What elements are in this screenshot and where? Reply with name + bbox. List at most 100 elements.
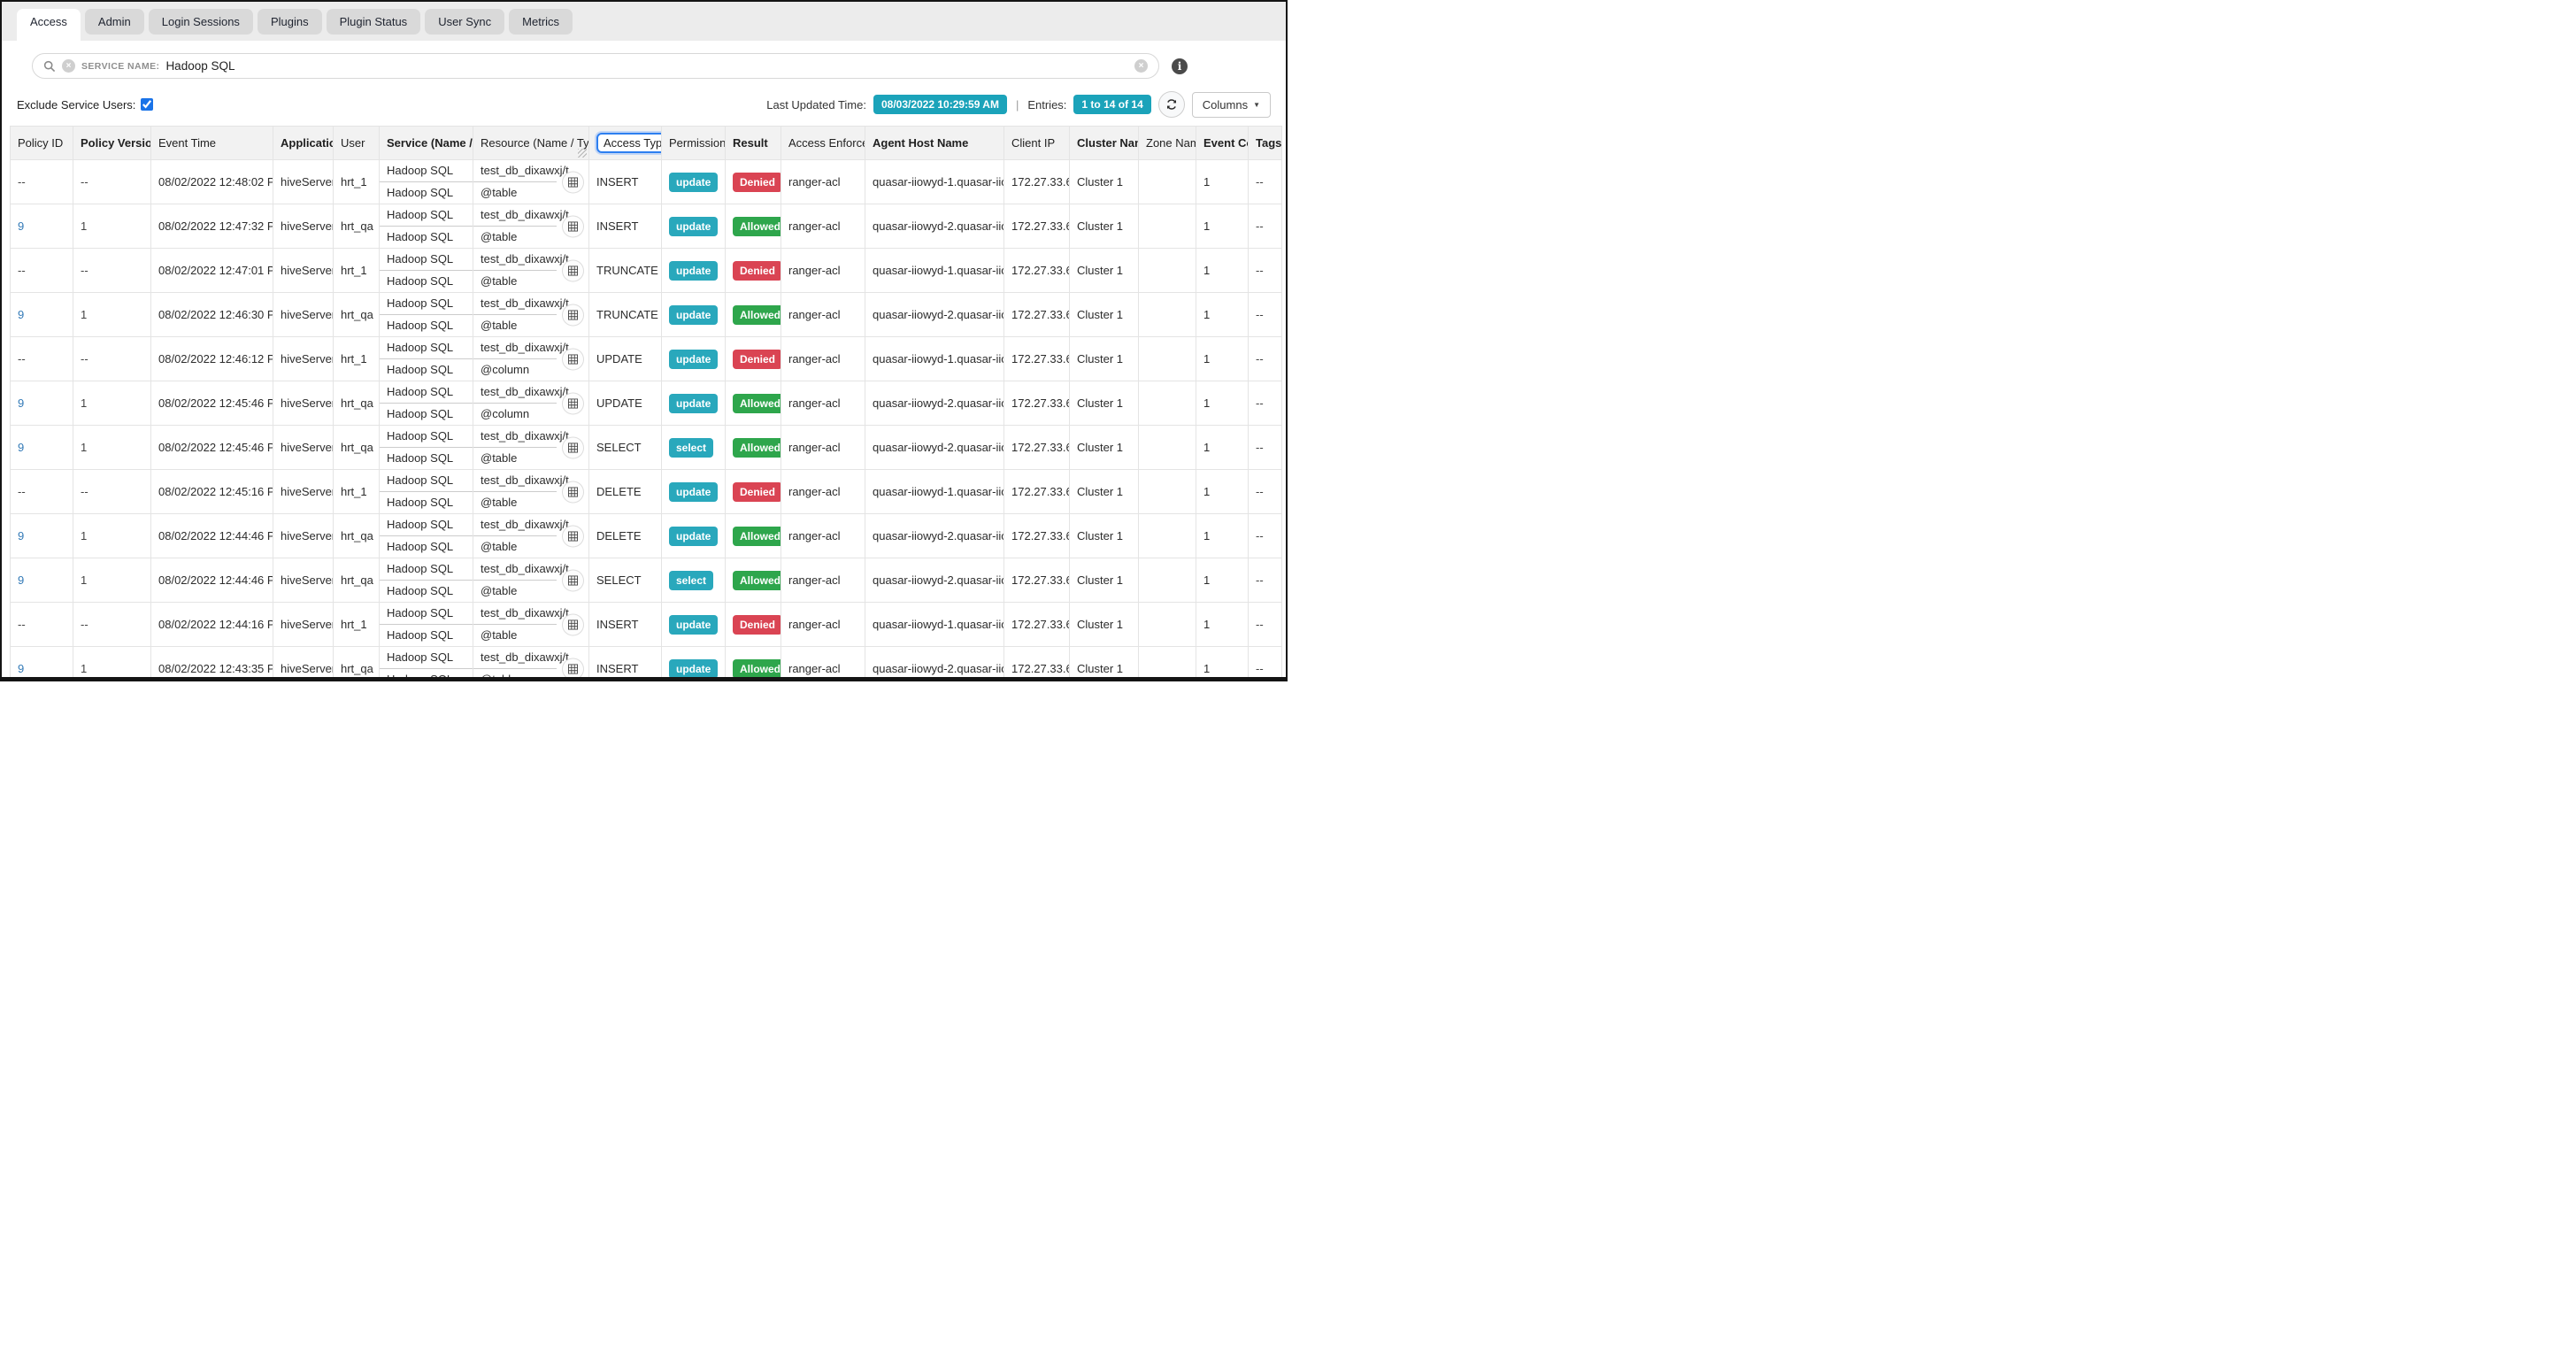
tab-plugins[interactable]: Plugins: [257, 9, 322, 35]
table-grid-icon: [568, 487, 578, 496]
policy-id-value[interactable]: 9: [18, 396, 25, 410]
agent-host-value: quasar-iiowyd-1.quasar-iiowyd.r...: [873, 352, 1003, 366]
user-value: hrt_1: [341, 352, 367, 366]
access-type-sort-button[interactable]: Access Type ▼: [596, 133, 661, 153]
access-enforcer-value: ranger-acl: [788, 175, 841, 189]
tags-value: --: [1256, 308, 1264, 321]
service-type: Hadoop SQL: [387, 540, 454, 553]
policy-version-value: 1: [81, 441, 88, 454]
policy-id-value[interactable]: 9: [18, 529, 25, 542]
event-count-value: 1: [1203, 662, 1211, 675]
search-clear-icon[interactable]: ×: [1134, 59, 1148, 73]
app-window: Access Admin Login Sessions Plugins Plug…: [0, 0, 1288, 681]
policy-version-value: 1: [81, 396, 88, 410]
table-grid-icon: [568, 442, 578, 452]
permission-badge: update: [669, 172, 719, 192]
col-event-count: Event Count: [1196, 126, 1249, 160]
event-time-value: 08/02/2022 12:45:46 PM: [158, 396, 273, 410]
application-value: hiveServer2: [281, 219, 333, 233]
resource-details-button[interactable]: [562, 392, 584, 414]
user-value: hrt_qa: [341, 441, 373, 454]
access-enforcer-value: ranger-acl: [788, 396, 841, 410]
event-count-value: 1: [1203, 308, 1211, 321]
service-name: Hadoop SQL: [380, 161, 473, 182]
agent-host-value: quasar-iiowyd-2.quasar-iiowyd.r...: [873, 219, 1003, 233]
result-badge: Allowed: [733, 570, 780, 590]
search-input[interactable]: × SERVICE NAME: Hadoop SQL ×: [32, 53, 1159, 79]
policy-id-value: --: [18, 264, 26, 277]
event-count-value: 1: [1203, 219, 1211, 233]
policy-id-value[interactable]: 9: [18, 573, 25, 587]
user-value: hrt_1: [341, 618, 367, 631]
agent-host-value: quasar-iiowyd-2.quasar-iiowyd.r...: [873, 662, 1003, 675]
refresh-button[interactable]: [1157, 91, 1185, 118]
resource-details-button[interactable]: [562, 259, 584, 281]
table-row: -- -- 08/02/2022 12:47:01 PM hiveServer2…: [10, 248, 1282, 293]
policy-id-value: --: [18, 485, 26, 498]
agent-host-value: quasar-iiowyd-2.quasar-iiowyd.r...: [873, 396, 1003, 410]
access-type-value: INSERT: [596, 175, 639, 189]
exclude-service-users-checkbox[interactable]: [141, 98, 154, 111]
event-count-value: 1: [1203, 264, 1211, 277]
user-value: hrt_qa: [341, 662, 373, 675]
user-value: hrt_qa: [341, 308, 373, 321]
application-value: hiveServer2: [281, 352, 333, 366]
agent-host-value: quasar-iiowyd-2.quasar-iiowyd.r...: [873, 529, 1003, 542]
service-name: Hadoop SQL: [380, 250, 473, 271]
policy-id-value: --: [18, 352, 26, 366]
columns-button[interactable]: Columns ▼: [1191, 91, 1271, 118]
resource-details-button[interactable]: [562, 613, 584, 635]
client-ip-value: 172.27.33.69: [1011, 529, 1069, 542]
permission-badge: update: [669, 393, 719, 413]
tab-plugin-status[interactable]: Plugin Status: [326, 9, 421, 35]
resource-details-button[interactable]: [562, 569, 584, 591]
policy-id-value[interactable]: 9: [18, 662, 25, 675]
cluster-name-value: Cluster 1: [1077, 485, 1124, 498]
controls-bar: Exclude Service Users: Last Updated Time…: [2, 82, 1286, 126]
client-ip-value: 172.27.33.69: [1011, 441, 1069, 454]
tab-admin[interactable]: Admin: [84, 9, 144, 35]
permission-badge: update: [669, 304, 719, 325]
table-grid-icon: [568, 354, 578, 364]
resource-details-button[interactable]: [562, 348, 584, 370]
table-grid-icon: [568, 664, 578, 673]
resource-details-button[interactable]: [562, 171, 584, 193]
table-row: 9 1 08/02/2022 12:43:35 PM hiveServer2 h…: [10, 646, 1282, 677]
application-value: hiveServer2: [281, 264, 333, 277]
resource-details-button[interactable]: [562, 304, 584, 326]
refresh-icon: [1166, 99, 1176, 110]
resource-details-button[interactable]: [562, 525, 584, 547]
tab-metrics[interactable]: Metrics: [509, 9, 573, 35]
user-value: hrt_qa: [341, 396, 373, 410]
result-badge: Allowed: [733, 393, 780, 413]
tags-value: --: [1256, 618, 1264, 631]
resource-details-button[interactable]: [562, 658, 584, 677]
event-time-value: 08/02/2022 12:45:46 PM: [158, 441, 273, 454]
resource-details-button[interactable]: [562, 215, 584, 237]
tags-value: --: [1256, 441, 1264, 454]
access-enforcer-value: ranger-acl: [788, 219, 841, 233]
resource-details-button[interactable]: [562, 436, 584, 458]
policy-id-value[interactable]: 9: [18, 219, 25, 233]
result-badge: Denied: [733, 172, 780, 192]
info-icon[interactable]: i: [1172, 58, 1188, 74]
resource-details-button[interactable]: [562, 481, 584, 503]
policy-id-value[interactable]: 9: [18, 308, 25, 321]
tab-login-sessions[interactable]: Login Sessions: [148, 9, 253, 35]
tab-access[interactable]: Access: [17, 9, 81, 41]
user-value: hrt_qa: [341, 529, 373, 542]
client-ip-value: 172.27.33.69: [1011, 485, 1069, 498]
filter-chip-remove-icon[interactable]: ×: [62, 59, 75, 73]
access-enforcer-value: ranger-acl: [788, 308, 841, 321]
tab-user-sync[interactable]: User Sync: [425, 9, 505, 35]
table-row: 9 1 08/02/2022 12:45:46 PM hiveServer2 h…: [10, 381, 1282, 426]
policy-id-value[interactable]: 9: [18, 441, 25, 454]
resize-grip-icon[interactable]: [578, 149, 587, 158]
cluster-name-value: Cluster 1: [1077, 529, 1124, 542]
event-count-value: 1: [1203, 529, 1211, 542]
result-badge: Allowed: [733, 437, 780, 458]
agent-host-value: quasar-iiowyd-1.quasar-iiowyd.r...: [873, 175, 1003, 189]
agent-host-value: quasar-iiowyd-1.quasar-iiowyd.r...: [873, 485, 1003, 498]
permission-badge: update: [669, 481, 719, 502]
policy-version-value: --: [81, 175, 88, 189]
